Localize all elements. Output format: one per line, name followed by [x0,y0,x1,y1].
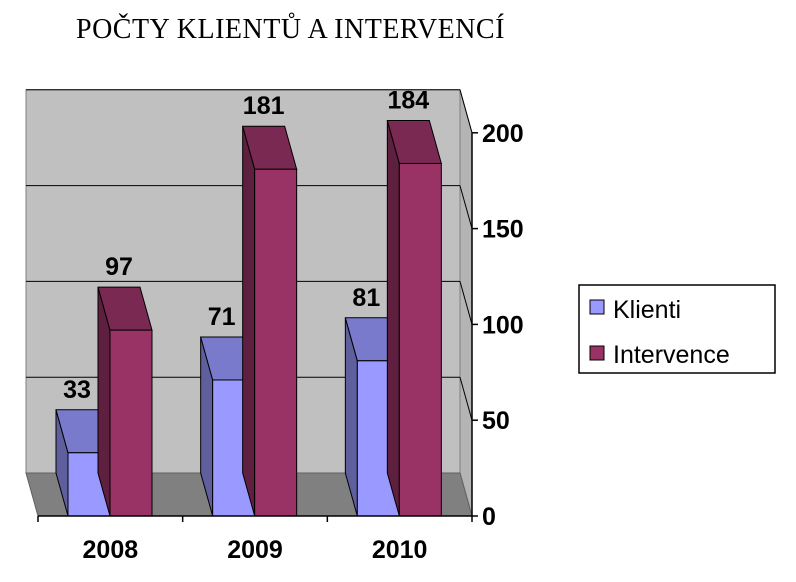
legend: Klienti Intervence [578,284,776,374]
x-tick-label-2009: 2009 [227,536,283,564]
chart-title: POČTY KLIENTŮ A INTERVENCÍ [76,14,505,45]
data-label-intervence-2010: 184 [387,86,429,114]
x-tick-label-2010: 2010 [372,536,428,564]
bar-intervence-2010 [398,162,442,517]
y-tick-label-0: 0 [482,503,496,531]
data-label-klienti-2009: 71 [208,303,236,331]
y-tick-label-150: 150 [482,216,524,244]
data-label-intervence-2008: 97 [105,253,133,281]
legend-swatch-klienti [589,299,605,315]
gridline-side [459,185,473,229]
legend-label-intervence: Intervence [613,341,730,369]
gridline-side [459,89,473,133]
y-tick-label-200: 200 [482,120,524,148]
data-label-intervence-2009: 181 [243,92,285,120]
bar-side-intervence-2009 [242,126,256,517]
bar-intervence-2008 [109,329,153,517]
gridline-side [459,281,473,325]
legend-swatch-intervence [589,345,605,361]
legend-box [578,284,776,374]
bars [55,119,442,517]
legend-label-klienti: Klienti [613,296,681,324]
gridline-side [459,377,473,421]
data-label-klienti-2010: 81 [352,284,380,312]
x-tick-label-2008: 2008 [83,536,139,564]
y-tick-label-50: 50 [482,407,510,435]
data-labels: 33 97 71 181 81 184 [63,86,429,403]
bar-intervence-2009 [254,168,298,517]
data-label-klienti-2008: 33 [63,376,91,404]
y-tick-label-100: 100 [482,311,524,339]
axes: 2008 2009 2010 0 50 100 150 200 [37,120,524,564]
bar-side-intervence-2010 [386,120,400,517]
